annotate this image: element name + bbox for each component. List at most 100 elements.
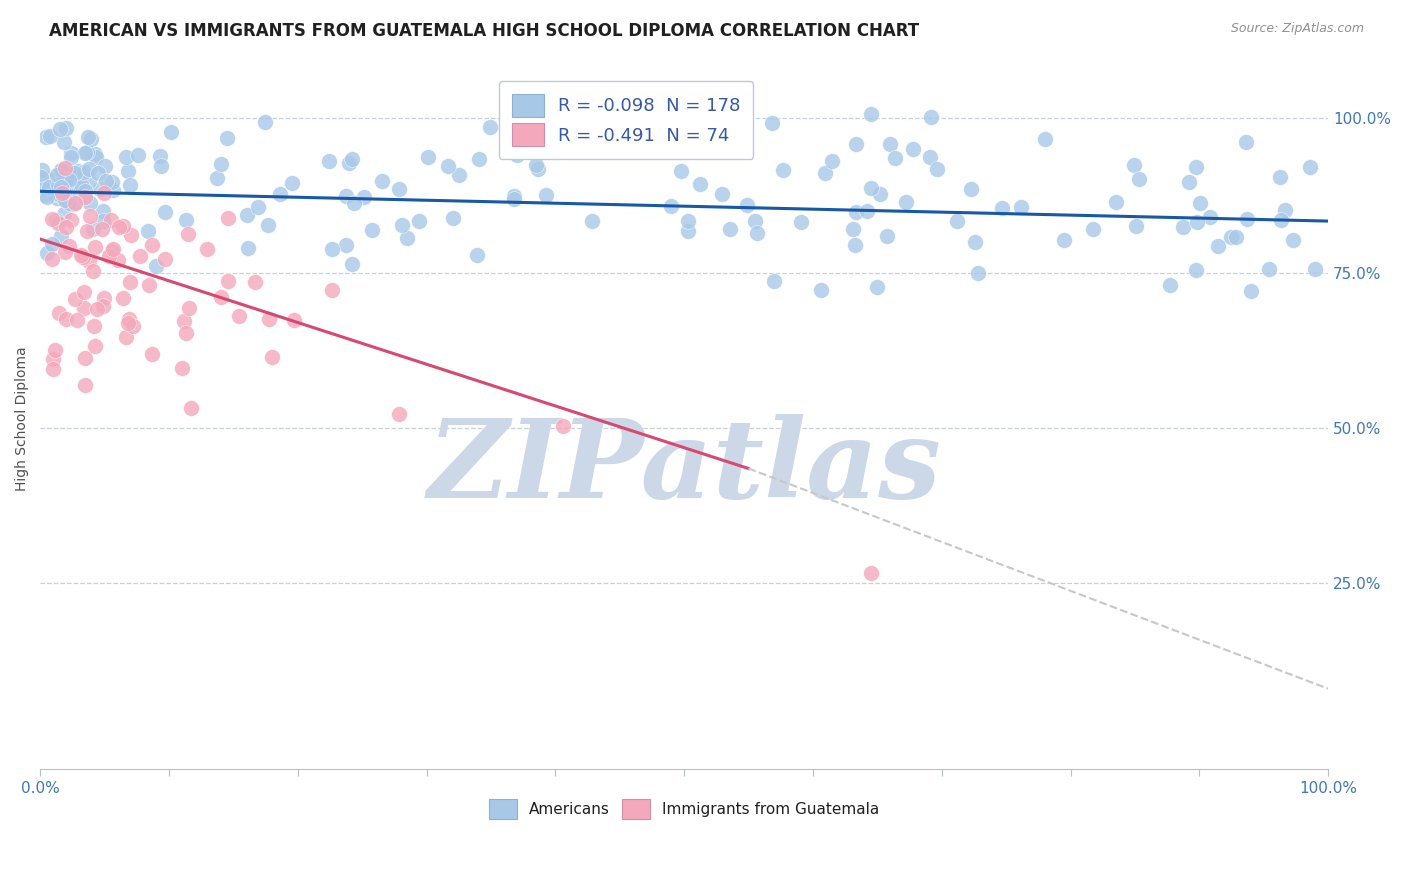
Point xyxy=(215,130,238,145)
Point xyxy=(51,179,73,194)
Point xyxy=(79,195,101,210)
Point xyxy=(75,184,97,198)
Point xyxy=(468,152,491,166)
Point xyxy=(1208,238,1230,252)
Point xyxy=(718,222,741,236)
Point xyxy=(155,205,177,219)
Point xyxy=(41,211,63,226)
Point xyxy=(1187,215,1209,229)
Point xyxy=(120,228,142,243)
Point xyxy=(1171,220,1194,235)
Point xyxy=(117,164,139,178)
Point xyxy=(35,246,58,260)
Point xyxy=(676,224,699,238)
Point xyxy=(49,163,72,178)
Point xyxy=(879,136,901,151)
Point xyxy=(138,277,160,292)
Point xyxy=(391,218,413,232)
Point xyxy=(257,218,280,232)
Point xyxy=(869,187,891,202)
Point xyxy=(228,309,250,323)
Point xyxy=(524,157,547,171)
Point xyxy=(170,361,193,376)
Point xyxy=(48,187,70,202)
Point xyxy=(52,163,75,178)
Point xyxy=(41,237,63,252)
Point xyxy=(37,170,59,185)
Point xyxy=(814,166,837,180)
Point xyxy=(30,170,52,185)
Point xyxy=(416,150,439,164)
Point xyxy=(38,179,60,194)
Point xyxy=(1274,202,1296,217)
Point xyxy=(395,231,418,245)
Point xyxy=(111,219,134,233)
Point xyxy=(465,248,488,262)
Point xyxy=(669,164,692,178)
Point xyxy=(58,173,80,187)
Point xyxy=(920,110,942,124)
Point xyxy=(845,136,868,151)
Point xyxy=(100,213,122,227)
Point xyxy=(1010,200,1032,214)
Point xyxy=(318,154,340,169)
Point xyxy=(79,209,101,223)
Point xyxy=(77,161,100,176)
Point xyxy=(101,183,124,197)
Point xyxy=(141,347,163,361)
Point xyxy=(321,284,343,298)
Point xyxy=(138,224,160,238)
Point xyxy=(63,196,86,211)
Point xyxy=(173,314,195,328)
Point xyxy=(659,198,682,212)
Point xyxy=(664,140,686,154)
Point xyxy=(842,222,865,236)
Point xyxy=(901,142,924,156)
Point xyxy=(174,326,197,340)
Point xyxy=(388,182,411,196)
Point xyxy=(1125,219,1147,234)
Point xyxy=(49,122,72,136)
Point xyxy=(176,227,198,242)
Point xyxy=(149,149,172,163)
Point xyxy=(48,187,70,202)
Point xyxy=(253,115,276,129)
Point xyxy=(1225,229,1247,244)
Point xyxy=(946,213,969,227)
Point xyxy=(238,241,260,255)
Point xyxy=(108,220,131,235)
Point xyxy=(1305,262,1327,277)
Point xyxy=(1033,132,1056,146)
Point xyxy=(103,242,125,256)
Point xyxy=(101,244,124,258)
Point xyxy=(51,228,73,243)
Point xyxy=(772,163,794,178)
Point xyxy=(59,213,82,227)
Point xyxy=(860,107,883,121)
Point xyxy=(1178,175,1201,189)
Point xyxy=(676,213,699,227)
Point xyxy=(46,168,69,182)
Point xyxy=(1257,261,1279,276)
Point xyxy=(536,187,558,202)
Point xyxy=(335,237,357,252)
Point xyxy=(478,120,501,135)
Point xyxy=(63,293,86,307)
Point xyxy=(209,289,232,303)
Point xyxy=(711,187,734,202)
Point xyxy=(84,151,107,165)
Point xyxy=(894,194,917,209)
Point xyxy=(114,330,136,344)
Point xyxy=(747,226,769,240)
Text: Source: ZipAtlas.com: Source: ZipAtlas.com xyxy=(1230,22,1364,36)
Point xyxy=(149,160,172,174)
Point xyxy=(93,299,115,313)
Point xyxy=(990,202,1012,216)
Point xyxy=(55,161,77,175)
Point xyxy=(1236,211,1258,226)
Point xyxy=(60,150,83,164)
Point xyxy=(821,154,844,169)
Point xyxy=(83,240,105,254)
Point xyxy=(1159,277,1181,292)
Point xyxy=(46,191,69,205)
